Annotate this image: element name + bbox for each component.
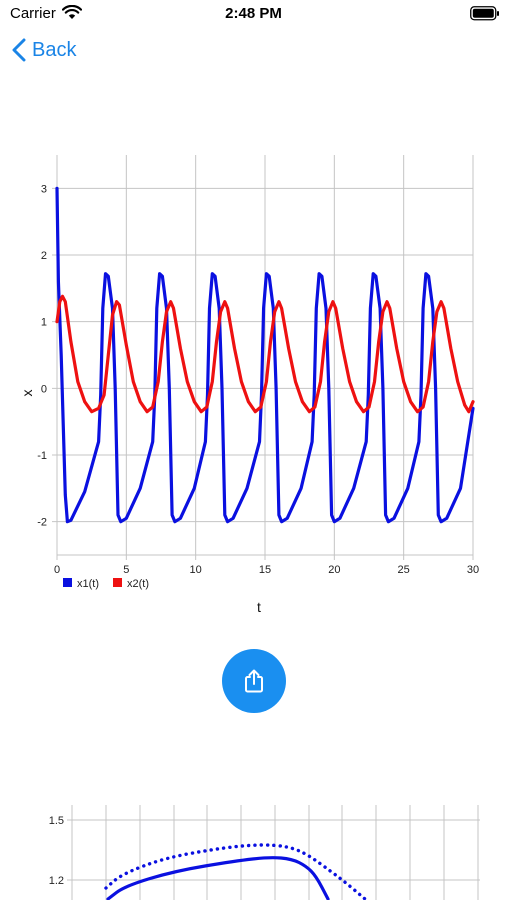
y-tick-label: 0 bbox=[41, 383, 47, 395]
legend-label-x1: x1(t) bbox=[77, 578, 99, 590]
x-tick-label: 30 bbox=[467, 564, 479, 576]
y-tick-label: -2 bbox=[37, 517, 47, 529]
battery-icon bbox=[470, 6, 499, 21]
x-tick-label: 25 bbox=[398, 564, 410, 576]
y-axis-label: x bbox=[19, 390, 35, 397]
chart-legend: x1(t) x2(t) bbox=[63, 578, 149, 590]
back-label: Back bbox=[32, 38, 77, 61]
series-line-x2t bbox=[55, 294, 475, 414]
time-series-chart: 0 5 10 15 20 25 30 -2 -1 0 1 2 3 t x x1(t) x2(t) bbox=[19, 155, 479, 615]
x-tick-label: 5 bbox=[123, 564, 129, 576]
status-time: 2:48 PM bbox=[225, 5, 282, 22]
phase-y-tick-label: 1.5 bbox=[49, 815, 64, 827]
chevron-left-icon bbox=[12, 38, 26, 62]
chart-series bbox=[55, 186, 475, 524]
y-tick-label: 1 bbox=[41, 317, 47, 329]
legend-swatch-x2 bbox=[113, 578, 122, 587]
status-bar: Carrier 2:48 PM bbox=[0, 0, 507, 30]
y-tick-label: -1 bbox=[37, 450, 47, 462]
wifi-icon bbox=[62, 5, 82, 19]
x-tick-label: 20 bbox=[328, 564, 340, 576]
y-tick-label: 2 bbox=[41, 250, 47, 262]
x-tick-label: 0 bbox=[54, 564, 60, 576]
carrier-label: Carrier bbox=[10, 5, 56, 22]
phase-chart-ticks: 1.5 1.2 bbox=[49, 815, 64, 887]
y-tick-label: 3 bbox=[41, 183, 47, 195]
phase-y-tick-label: 1.2 bbox=[49, 875, 64, 887]
legend-label-x2: x2(t) bbox=[127, 578, 149, 590]
x-tick-label: 15 bbox=[259, 564, 271, 576]
phase-series-dotted bbox=[104, 843, 367, 900]
phase-chart-grid bbox=[67, 805, 480, 900]
nav-bar: Back bbox=[0, 30, 507, 74]
series-line-x1t bbox=[55, 186, 475, 524]
legend-swatch-x1 bbox=[63, 578, 72, 587]
chart-ticks: 0 5 10 15 20 25 30 -2 -1 0 1 2 3 bbox=[37, 183, 479, 576]
x-tick-label: 10 bbox=[190, 564, 202, 576]
back-button[interactable]: Back bbox=[12, 38, 76, 62]
share-button[interactable] bbox=[222, 649, 286, 713]
x-axis-label: t bbox=[257, 599, 261, 615]
share-icon bbox=[245, 669, 263, 693]
phase-chart-series bbox=[104, 843, 367, 900]
phase-series-solid bbox=[106, 856, 330, 900]
